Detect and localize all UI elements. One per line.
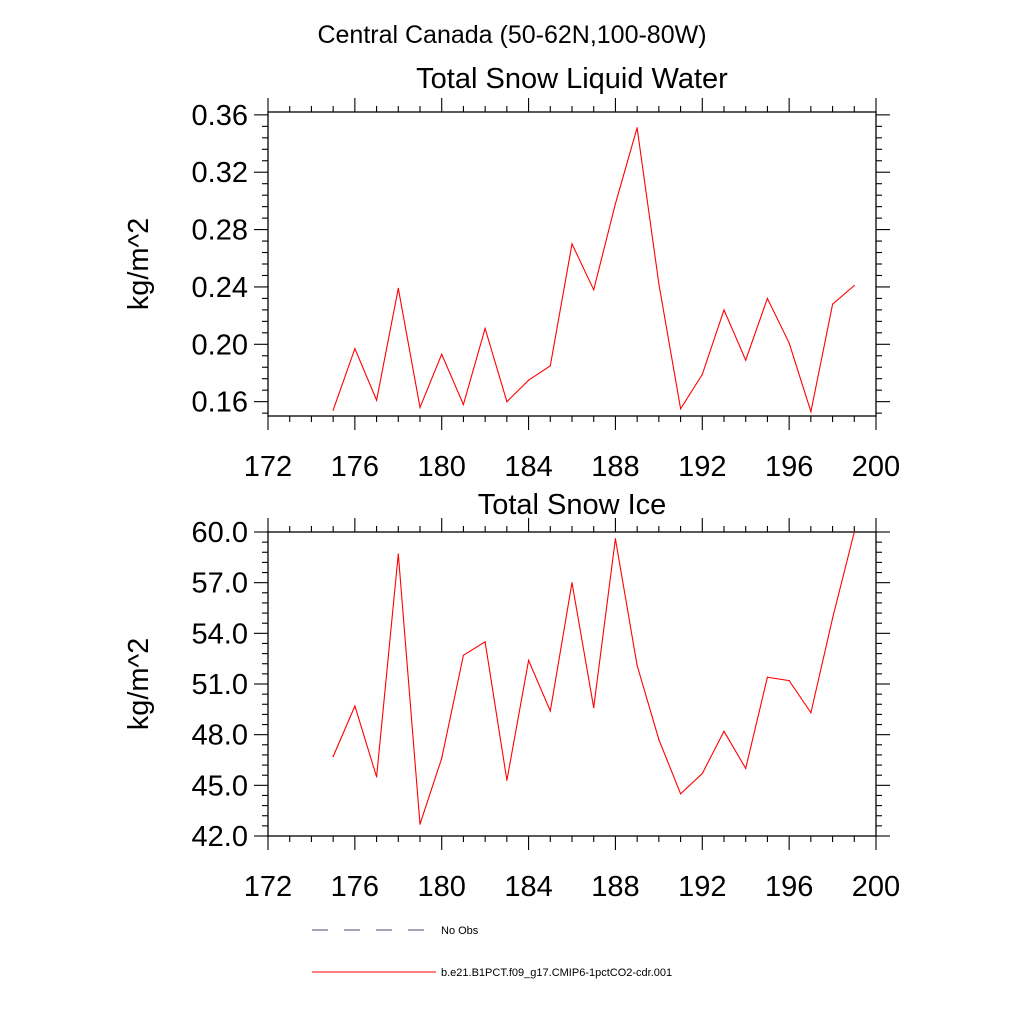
data-point (441, 757, 443, 759)
y-axis-label: kg/m^2 (123, 638, 155, 731)
chart-panel-1: Total Snow Liquid Water 172 176 180 184 188 19… (123, 63, 900, 483)
y-tick-label: 0.28 (192, 215, 248, 247)
data-point (658, 739, 660, 741)
y-tick-label: 60.0 (192, 517, 248, 549)
y-tick-label: 51.0 (192, 669, 248, 701)
data-point (571, 582, 573, 584)
y-tick-label: 0.36 (192, 100, 248, 132)
data-point (679, 793, 682, 795)
data-point (853, 284, 855, 287)
data-point (462, 654, 465, 656)
data-point (658, 283, 660, 285)
data-point (636, 664, 638, 667)
series-line (332, 127, 855, 414)
data-point (593, 289, 595, 291)
data-point (745, 767, 747, 770)
x-tick-label: 188 (591, 451, 639, 483)
x-tick-label: 192 (678, 871, 726, 903)
legend-item: b.e21.B1PCT.f09_g17.CMIP6-1pctCO2-cdr.00… (312, 967, 672, 979)
data-point (766, 297, 769, 300)
y-tick-label: 54.0 (192, 618, 248, 650)
legend: No Obs b.e21.B1PCT.f09_g17.CMIP6-1pctCO2-… (312, 925, 672, 979)
x-tick-label: 196 (765, 871, 813, 903)
data-point (354, 705, 356, 707)
legend-label: b.e21.B1PCT.f09_g17.CMIP6-1pctCO2-cdr.00… (441, 967, 672, 979)
x-tick-label: 192 (678, 451, 726, 483)
data-point (397, 287, 399, 289)
x-tick-label: 188 (591, 871, 639, 903)
data-point (375, 399, 378, 401)
y-tick-label: 0.20 (192, 329, 248, 361)
panel-title: Total Snow Ice (478, 489, 667, 521)
data-point (766, 676, 769, 678)
data-point (484, 641, 486, 643)
x-tick-label: 196 (765, 451, 813, 483)
data-point (701, 373, 703, 376)
data-point (701, 772, 703, 775)
data-point (506, 779, 508, 781)
y-tick-label: 0.16 (192, 387, 248, 419)
data-point (593, 707, 595, 709)
y-tick-label: 45.0 (192, 770, 248, 802)
data-point (723, 730, 725, 732)
data-point (636, 127, 638, 129)
data-point (831, 617, 834, 619)
data-point (549, 710, 551, 712)
data-point (788, 680, 790, 682)
x-tick-label: 180 (418, 871, 466, 903)
chart-panel-2: Total Snow Ice 172 176 180 184 188 192 196 200 42… (123, 489, 900, 903)
data-point (723, 309, 725, 311)
data-point (831, 303, 834, 305)
y-tick-label: 42.0 (192, 821, 248, 853)
data-point (419, 406, 421, 408)
x-tick-label: 172 (244, 451, 292, 483)
data-point (484, 327, 486, 330)
panels: Total Snow Liquid Water 172 176 180 184 188 19… (123, 63, 900, 903)
x-tick-label: 200 (852, 871, 900, 903)
legend-label: No Obs (441, 925, 479, 937)
data-point (745, 359, 747, 361)
data-point (419, 823, 421, 825)
y-tick-label: 0.32 (192, 157, 248, 189)
y-tick-label: 57.0 (192, 568, 248, 600)
x-tick-label: 200 (852, 451, 900, 483)
data-point (354, 348, 356, 350)
x-tick-label: 180 (418, 451, 466, 483)
x-tick-label: 176 (331, 451, 379, 483)
data-point (332, 756, 334, 758)
data-point (441, 353, 443, 355)
data-point (853, 531, 855, 533)
x-tick-label: 172 (244, 871, 292, 903)
y-axis-label: kg/m^2 (123, 218, 155, 311)
data-point (332, 409, 334, 411)
x-tick-label: 184 (504, 451, 552, 483)
series-line (332, 531, 855, 825)
x-tick-label: 184 (504, 871, 552, 903)
data-point (375, 776, 378, 778)
data-point (527, 659, 530, 661)
plot-frame (267, 531, 877, 837)
panel-title: Total Snow Liquid Water (416, 63, 728, 95)
plot-frame (267, 111, 877, 417)
data-point (506, 401, 508, 403)
data-point (462, 403, 465, 406)
y-tick-label: 48.0 (192, 720, 248, 752)
data-point (788, 342, 790, 344)
data-point (527, 379, 530, 381)
x-tick-label: 176 (331, 871, 379, 903)
y-tick-label: 0.24 (192, 272, 248, 304)
data-point (614, 538, 617, 540)
data-point (810, 411, 812, 413)
data-point (549, 365, 551, 367)
legend-item: No Obs (312, 925, 479, 937)
figure-title: Central Canada (50-62N,100-80W) (317, 21, 706, 49)
data-point (571, 243, 573, 245)
data-point (810, 712, 812, 714)
data-point (679, 408, 682, 410)
data-point (397, 553, 399, 555)
data-point (614, 203, 617, 205)
